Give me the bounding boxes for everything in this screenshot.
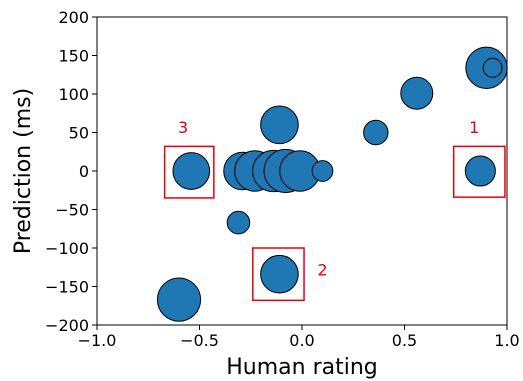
data-point [172,152,211,190]
data-point [260,254,299,294]
points-layer [156,46,508,322]
y-tick-label: 150 [58,47,89,66]
y-axis: −200 −150 −100 −50 0 50 100 150 200 [45,8,97,335]
annotations-layer: 1 2 3 [163,118,506,302]
y-tick-label: −100 [45,239,89,258]
x-axis-title: Human rating [226,355,378,380]
x-tick-label: −1.0 [78,331,117,350]
y-tick-label: 200 [58,8,89,27]
data-point [260,105,299,145]
data-point [363,119,389,146]
x-tick-label: 0.0 [289,331,314,350]
y-axis-title: Prediction (ms) [11,88,36,254]
x-tick-label: −0.5 [180,331,219,350]
x-tick-label: 0.5 [392,331,417,350]
y-tick-label: −200 [45,316,89,335]
y-tick-label: −150 [45,278,89,297]
data-point [464,155,496,187]
data-point [482,57,503,78]
annotation-box [252,247,305,302]
data-point [311,160,334,182]
y-tick-label: −50 [55,201,89,220]
annotation-box [452,145,506,198]
annotation-label: 2 [317,261,327,280]
y-tick-label: 50 [69,124,89,143]
data-point [156,277,202,322]
y-tick-label: 100 [58,85,89,104]
annotation-label: 3 [178,118,188,137]
annotation-box [163,145,215,199]
data-point [400,76,434,110]
x-tick-label: 1.0 [494,331,519,350]
annotation-label: 1 [469,118,479,137]
data-point [226,210,251,235]
y-tick-label: 0 [79,162,89,181]
x-axis: −1.0 −0.5 0.0 0.5 1.0 [78,325,520,350]
